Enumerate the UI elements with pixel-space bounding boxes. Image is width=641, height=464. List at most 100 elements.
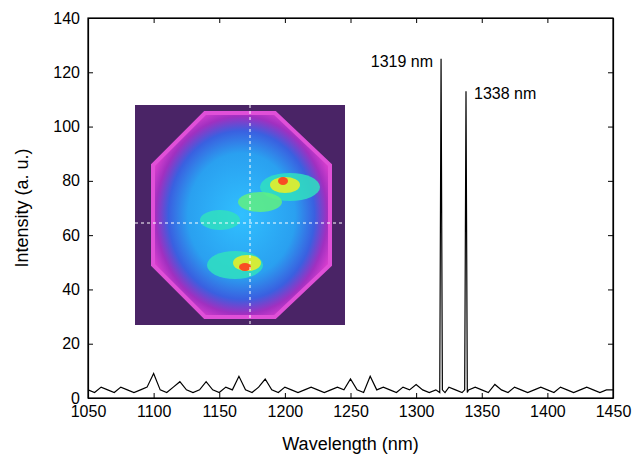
inset-background — [135, 105, 345, 325]
peak-label: 1319 nm — [371, 53, 433, 70]
x-tick: 1200 — [268, 393, 304, 420]
x-tick — [219, 18, 220, 23]
y-tick-mark — [608, 181, 613, 182]
y-tick-mark — [88, 398, 93, 399]
x-tick-mark — [285, 393, 286, 398]
beam-speckle — [238, 192, 282, 212]
y-tick-label: 80 — [62, 172, 80, 189]
x-tick: 1150 — [203, 393, 238, 420]
spectrum-line — [88, 59, 613, 393]
y-tick-label: 140 — [53, 10, 80, 27]
y-tick-label: 0 — [71, 390, 80, 407]
y-tick — [608, 344, 613, 345]
y-tick-label: 100 — [53, 118, 80, 135]
y-axis — [608, 19, 614, 399]
x-tick: 1100 — [137, 393, 172, 420]
plot: 1050110011501200125013001350140014500204… — [53, 10, 631, 421]
y-tick — [608, 181, 613, 182]
x-tick: 1400 — [530, 393, 566, 420]
y-tick-mark — [608, 235, 613, 236]
x-tick-mark — [351, 393, 352, 398]
y-tick — [608, 18, 613, 19]
plot-frame — [88, 18, 613, 398]
y-tick-mark — [608, 18, 613, 19]
y-tick — [608, 235, 613, 236]
x-axis-line — [89, 398, 614, 399]
x-tick: 1250 — [333, 393, 369, 420]
x-axis: 105011001150120012501300135014001450 — [71, 393, 632, 420]
y-tick-mark — [88, 18, 93, 19]
y-tick-label: 20 — [62, 335, 80, 352]
y-tick — [608, 72, 613, 73]
x-tick-mark — [351, 18, 352, 23]
y-tick — [608, 289, 613, 290]
x-tick — [482, 18, 483, 23]
data-group — [88, 59, 613, 393]
y-axis: 0 20 40 60 80 100 120 140 — [53, 10, 93, 407]
y-tick-mark — [608, 127, 613, 128]
beam-speckle — [278, 177, 288, 185]
x-tick-label: 1100 — [137, 403, 172, 420]
y-tick: 20 — [62, 335, 93, 352]
x-tick — [154, 18, 155, 23]
y-tick-label: 60 — [62, 227, 80, 244]
x-tick-mark — [547, 393, 548, 398]
y-tick-mark — [608, 344, 613, 345]
x-tick — [547, 18, 548, 23]
x-tick: 1300 — [399, 393, 435, 420]
x-tick-label: 1250 — [333, 403, 369, 420]
x-tick-label: 1350 — [464, 403, 500, 420]
x-tick: 1350 — [464, 393, 500, 420]
y-tick-mark — [608, 72, 613, 73]
x-tick-label: 1150 — [203, 403, 238, 420]
y-tick-mark — [88, 127, 93, 128]
inset-image — [135, 105, 345, 325]
x-tick-label: 1450 — [596, 403, 632, 420]
beam-speckle — [200, 210, 240, 230]
y-tick: 120 — [53, 64, 93, 81]
x-tick-mark — [416, 393, 417, 398]
inset-crosshair — [135, 223, 345, 224]
inset-crosshair — [250, 105, 251, 325]
x-tick-label: 1200 — [268, 403, 304, 420]
x-tick-mark — [219, 393, 220, 398]
beam-spot — [153, 113, 330, 317]
y-axis-line — [613, 19, 614, 399]
y-tick-mark — [88, 344, 93, 345]
y-tick-mark — [88, 72, 93, 73]
x-tick — [285, 18, 286, 23]
y-tick — [608, 127, 613, 128]
y-tick-mark — [608, 289, 613, 290]
x-tick-mark — [219, 18, 220, 23]
x-tick-label: 1300 — [399, 403, 435, 420]
y-tick: 80 — [62, 172, 93, 189]
beam-speckle — [207, 251, 263, 279]
x-tick — [416, 18, 417, 23]
beam-speckle — [270, 177, 300, 193]
x-tick-mark — [416, 18, 417, 23]
y-tick — [608, 398, 613, 399]
y-tick: 40 — [62, 281, 93, 298]
x-tick-label: 1400 — [530, 403, 566, 420]
y-tick-mark — [608, 398, 613, 399]
y-tick: 60 — [62, 227, 93, 244]
beam-speckle — [233, 255, 261, 271]
x-tick-mark — [482, 393, 483, 398]
beam-speckle — [239, 263, 251, 271]
x-axis — [89, 18, 614, 23]
y-tick: 0 — [71, 390, 93, 407]
y-tick-mark — [88, 181, 93, 182]
x-tick — [351, 18, 352, 23]
x-tick-mark — [482, 18, 483, 23]
x-tick-mark — [285, 18, 286, 23]
x-axis-title: Wavelength (nm) — [282, 434, 418, 454]
y-tick-mark — [88, 289, 93, 290]
y-axis-line — [88, 19, 89, 399]
peak-label: 1338 nm — [474, 85, 536, 102]
x-tick-mark — [547, 18, 548, 23]
y-tick-label: 40 — [62, 281, 80, 298]
y-tick-mark — [88, 235, 93, 236]
x-tick-mark — [154, 18, 155, 23]
y-tick: 140 — [53, 10, 93, 27]
x-tick-mark — [154, 393, 155, 398]
